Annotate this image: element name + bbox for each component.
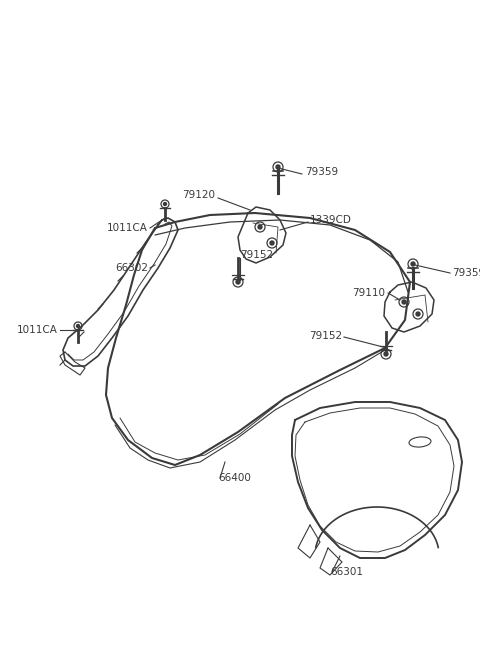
Circle shape (270, 241, 274, 245)
Circle shape (236, 280, 240, 284)
Circle shape (402, 300, 406, 304)
Text: 66301: 66301 (330, 567, 363, 577)
Circle shape (258, 225, 262, 229)
Text: 66302: 66302 (115, 263, 148, 273)
Text: 1011CA: 1011CA (17, 325, 58, 335)
Circle shape (384, 352, 388, 356)
Text: 79110: 79110 (352, 288, 385, 298)
Circle shape (416, 312, 420, 316)
Text: 1011CA: 1011CA (107, 223, 148, 233)
Text: 79359: 79359 (305, 167, 338, 177)
Text: 79120: 79120 (182, 190, 215, 200)
Text: 79152: 79152 (309, 331, 342, 341)
Text: 66400: 66400 (218, 473, 251, 483)
Text: 1339CD: 1339CD (310, 215, 352, 225)
Circle shape (164, 202, 167, 206)
Circle shape (76, 324, 80, 328)
Circle shape (411, 262, 415, 266)
Text: 79359: 79359 (452, 268, 480, 278)
Circle shape (276, 165, 280, 169)
Text: 79152: 79152 (240, 250, 273, 260)
